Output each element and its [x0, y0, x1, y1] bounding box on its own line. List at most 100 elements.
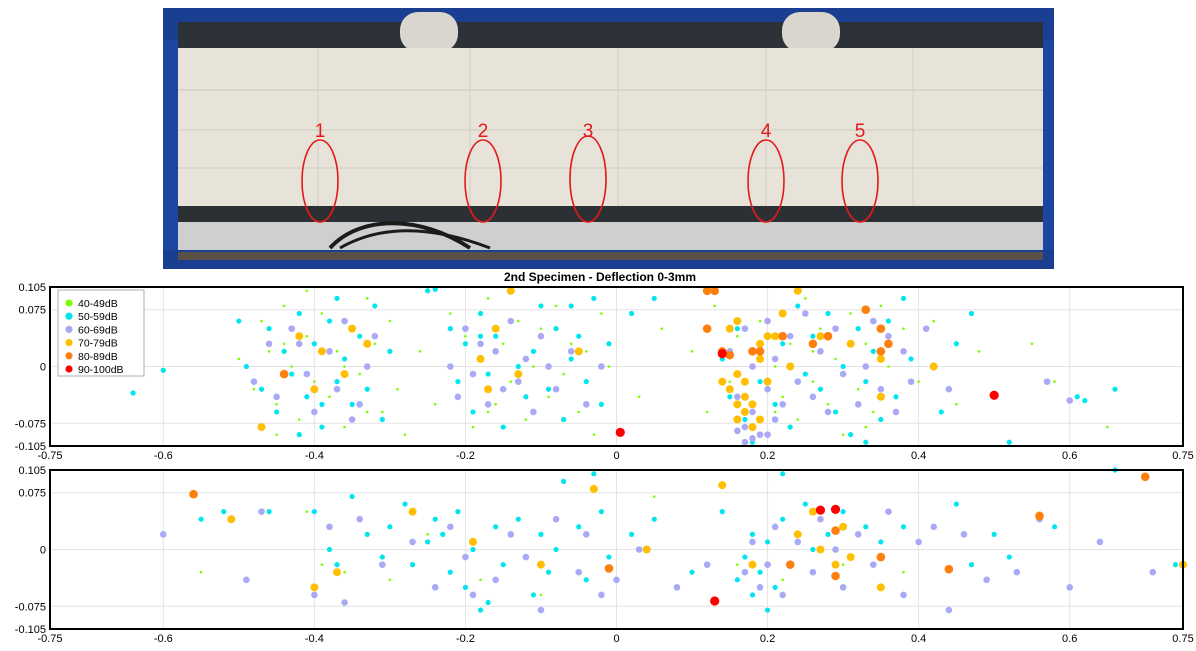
data-point — [402, 501, 408, 507]
data-point — [756, 584, 764, 591]
data-point — [968, 310, 975, 317]
x-tick-label: -0.75 — [37, 633, 62, 645]
data-point — [403, 433, 407, 436]
data-point — [733, 317, 742, 326]
x-tick-label: 0.4 — [911, 633, 926, 645]
data-point — [1096, 538, 1104, 546]
data-point — [469, 591, 477, 599]
data-point — [741, 568, 749, 576]
data-point — [447, 363, 454, 370]
data-point — [530, 592, 537, 598]
data-point — [160, 367, 166, 373]
data-point — [690, 350, 694, 353]
data-point — [804, 297, 807, 300]
data-point — [160, 531, 167, 538]
data-point — [310, 583, 319, 592]
data-point — [824, 408, 832, 416]
data-point — [243, 576, 250, 584]
data-point — [734, 427, 741, 435]
data-point — [539, 593, 543, 597]
y-tick-label: 0.105 — [18, 465, 46, 477]
data-point — [363, 363, 371, 370]
data-point — [334, 379, 340, 385]
data-point — [863, 524, 869, 530]
data-point — [809, 393, 817, 401]
data-point — [313, 380, 316, 383]
data-point — [771, 332, 780, 341]
data-point — [379, 554, 385, 560]
data-point — [333, 568, 342, 577]
data-point — [977, 350, 981, 353]
data-point — [725, 350, 735, 360]
data-point — [561, 478, 567, 484]
x-tick-label: -0.4 — [305, 450, 324, 462]
data-point — [471, 425, 475, 429]
data-point — [600, 312, 603, 315]
data-point — [524, 418, 528, 421]
data-point — [305, 510, 309, 513]
data-point — [477, 607, 484, 613]
data-point — [517, 319, 520, 323]
data-point — [705, 410, 709, 414]
data-point — [343, 365, 346, 368]
data-point — [849, 312, 852, 315]
data-point — [479, 578, 482, 582]
data-point — [733, 370, 742, 379]
legend-marker — [65, 365, 73, 373]
data-point — [258, 386, 265, 392]
data-point — [583, 379, 589, 385]
data-point — [929, 362, 938, 371]
chart-bottom: -0.75 -0.6 -0.4 -0.2 0 0.2 0.4 0.6 0.75 0.105 0.07… — [15, 465, 1194, 645]
data-point — [879, 304, 883, 308]
data-point — [265, 340, 273, 348]
region-label-2: 2 — [478, 121, 489, 142]
data-point — [335, 350, 339, 353]
data-point — [305, 289, 309, 293]
data-point — [379, 561, 386, 568]
data-point — [199, 570, 203, 574]
data-point — [764, 317, 771, 325]
data-point — [773, 410, 777, 414]
data-point — [1043, 378, 1051, 385]
data-point — [983, 576, 990, 584]
data-point — [237, 357, 241, 361]
data-point — [841, 433, 845, 436]
data-point — [741, 438, 749, 446]
data-point — [583, 577, 589, 583]
data-point — [462, 553, 469, 561]
data-point — [574, 347, 583, 356]
data-point — [296, 432, 302, 438]
data-point — [830, 504, 841, 514]
data-point — [749, 435, 756, 442]
data-point — [944, 564, 954, 574]
data-point — [892, 408, 900, 416]
data-point — [297, 418, 301, 421]
data-point — [425, 539, 431, 545]
data-point — [320, 563, 324, 566]
data-point — [470, 546, 476, 553]
data-point — [250, 378, 258, 385]
data-point — [832, 409, 839, 415]
data-point — [568, 303, 574, 309]
data-point — [749, 538, 756, 546]
data-point — [917, 380, 920, 383]
data-point — [710, 596, 720, 606]
data-point — [431, 584, 439, 591]
data-point — [569, 342, 573, 346]
data-point — [802, 310, 809, 317]
data-point — [349, 493, 355, 500]
data-point — [485, 599, 491, 606]
data-point — [484, 401, 492, 408]
data-point — [515, 363, 521, 370]
data-point — [365, 297, 369, 300]
data-point — [863, 379, 869, 385]
data-point — [576, 524, 582, 530]
data-point — [371, 332, 379, 340]
data-point — [816, 332, 825, 341]
data-point — [589, 484, 598, 493]
data-point — [499, 385, 507, 393]
data-point — [1030, 342, 1034, 346]
data-point — [349, 401, 355, 407]
data-point — [130, 390, 136, 396]
data-point — [1066, 397, 1073, 404]
